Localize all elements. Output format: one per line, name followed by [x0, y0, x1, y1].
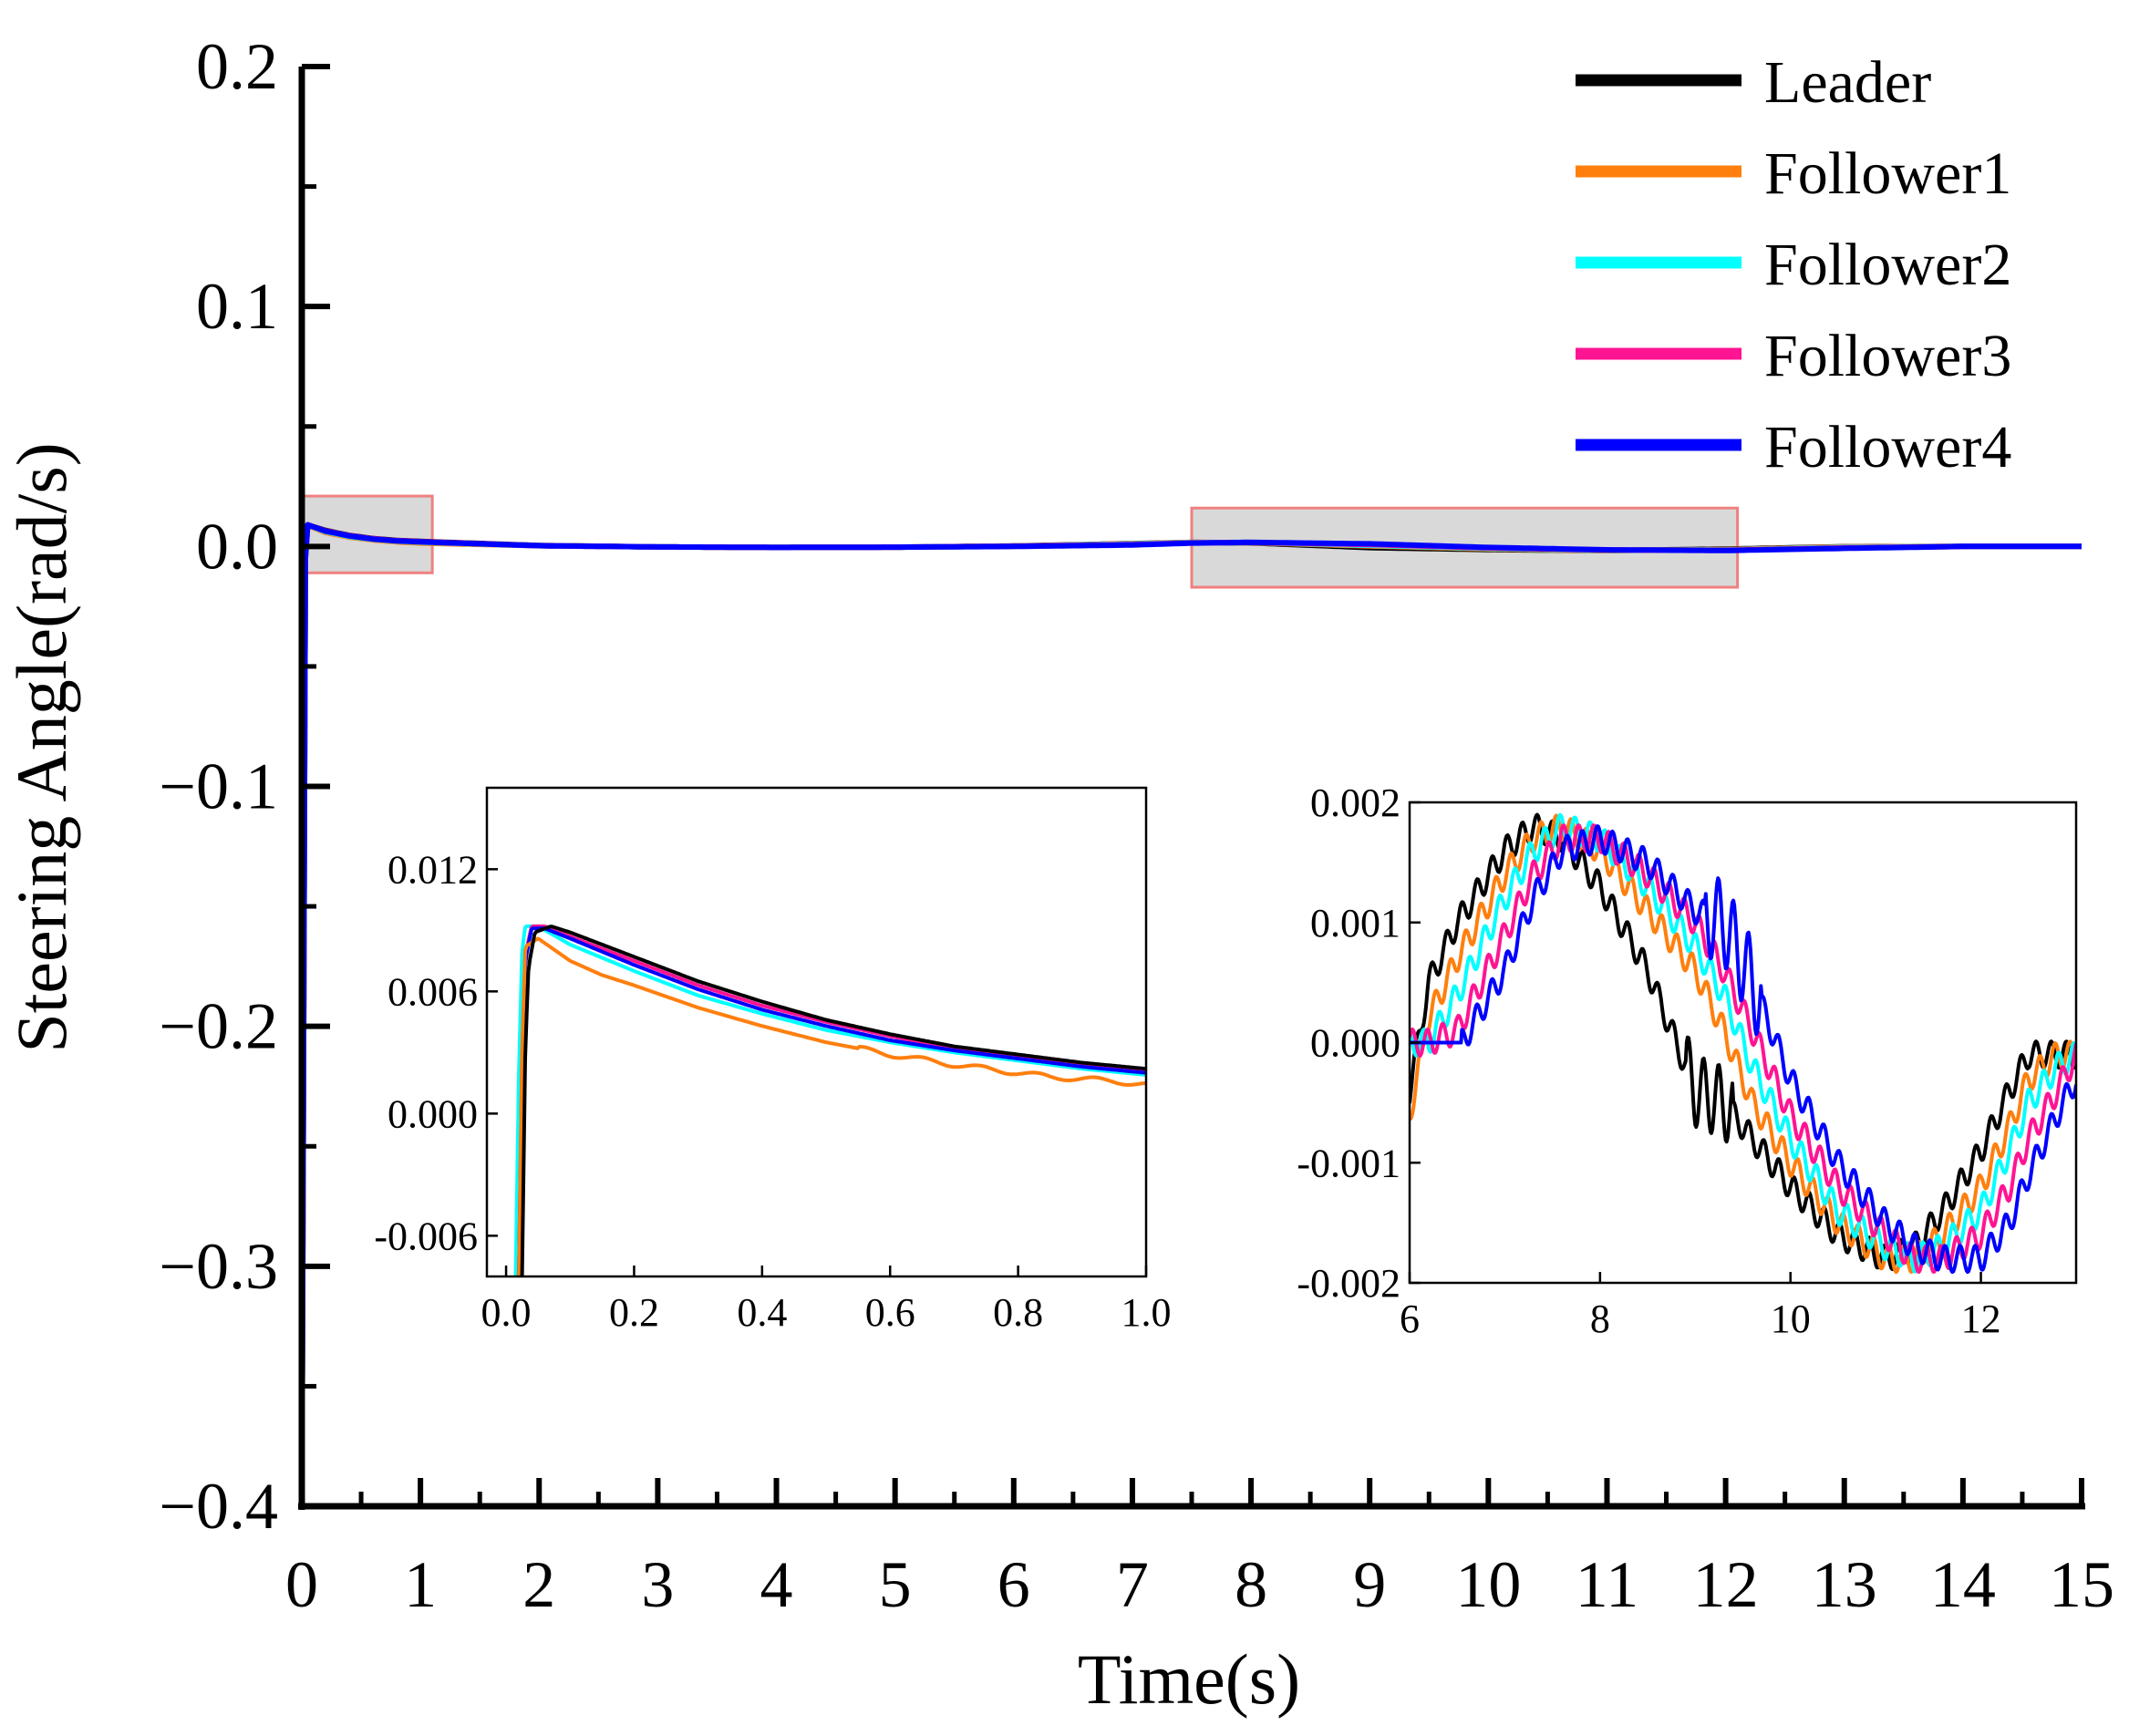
x-tick-label: 1 [404, 1548, 437, 1621]
legend-label: Follower2 [1764, 232, 2011, 298]
x-tick-label: 2 [522, 1548, 555, 1621]
x-tick-label: 14 [1930, 1548, 1996, 1621]
y-tick-label: 0.1 [196, 270, 278, 343]
inset-x-tick-label: 0.0 [481, 1290, 532, 1335]
y-tick-label: 0.0 [196, 510, 278, 583]
inset-x-tick-label: 6 [1400, 1297, 1420, 1341]
x-tick-label: 10 [1455, 1548, 1521, 1621]
x-tick-label: 4 [760, 1548, 793, 1621]
legend-label: Follower1 [1764, 140, 2011, 207]
inset-series-line-leader [520, 925, 1146, 1276]
inset-x-tick-label: 0.8 [993, 1290, 1043, 1335]
legend-item-follower4: Follower4 [1576, 414, 2011, 480]
inset-series-line-follower3 [517, 924, 1146, 1276]
inset-series-line-leader [1410, 812, 2076, 1271]
legend-item-leader: Leader [1576, 49, 1931, 116]
legend-item-follower1: Follower1 [1576, 140, 2011, 207]
y-tick-label: −0.3 [159, 1230, 278, 1303]
x-tick-label: 12 [1693, 1548, 1759, 1621]
inset-series-line-follower4 [517, 926, 1146, 1276]
inset-series-line-follower1 [517, 936, 1146, 1276]
x-tick-label: 15 [2049, 1548, 2114, 1621]
inset-x-tick-label: 0.2 [609, 1290, 659, 1335]
x-tick-label: 13 [1812, 1548, 1877, 1621]
inset-x-tick-label: 1.0 [1121, 1290, 1172, 1335]
inset-x-tick-label: 0.6 [865, 1290, 915, 1335]
inset-x-tick-label: 8 [1590, 1297, 1610, 1341]
zoom-region-box-1 [300, 494, 434, 574]
y-tick-label: 0.2 [196, 30, 278, 103]
y-tick-label: −0.2 [159, 990, 278, 1063]
inset-y-tick-label: 0.000 [388, 1091, 478, 1136]
series-line-follower4 [301, 522, 2082, 1507]
inset-series-group [513, 924, 1146, 1276]
inset-background [487, 788, 1146, 1276]
x-tick-label: 0 [285, 1548, 318, 1621]
x-tick-label: 6 [997, 1548, 1030, 1621]
y-axis-title: Steering Angle(rad/s) [2, 442, 81, 1052]
x-tick-label: 5 [879, 1548, 912, 1621]
inset-series-line-follower4 [1410, 824, 2076, 1275]
inset-y-tick-label: -0.001 [1297, 1141, 1400, 1185]
inset-x-tick-label: 0.4 [737, 1290, 787, 1335]
inset-y-tick-label: -0.002 [1297, 1261, 1400, 1306]
x-tick-label: 8 [1235, 1548, 1267, 1621]
inset-series-group [1410, 812, 2076, 1275]
inset-series-line-follower2 [1410, 812, 2076, 1274]
inset-series-line-follower2 [513, 924, 1146, 1276]
legend-label: Leader [1764, 49, 1931, 116]
y-tick-label: −0.1 [159, 750, 278, 823]
inset-y-tick-label: 0.000 [1310, 1021, 1400, 1066]
legend-item-follower2: Follower2 [1576, 232, 2011, 298]
inset-frame [485, 786, 1148, 1278]
x-tick-label: 11 [1576, 1548, 1638, 1621]
x-tick-label: 7 [1116, 1548, 1149, 1621]
x-tick-label: 3 [641, 1548, 674, 1621]
legend-label: Follower3 [1764, 323, 2011, 389]
legend-label: Follower4 [1764, 414, 2011, 480]
inset-y-tick-label: 0.002 [1310, 780, 1400, 825]
inset-y-tick-label: 0.012 [388, 847, 478, 892]
x-axis-title: Time(s) [1078, 1639, 1300, 1719]
inset-x-tick-label: 10 [1771, 1297, 1811, 1341]
inset-series-line-follower1 [1410, 813, 2076, 1275]
inset-y-tick-label: 0.006 [388, 969, 478, 1014]
y-tick-label: −0.4 [159, 1470, 278, 1543]
legend-item-follower3: Follower3 [1576, 323, 2011, 389]
x-tick-label: 9 [1353, 1548, 1386, 1621]
inset-y-tick-label: -0.006 [374, 1214, 478, 1258]
inset-y-tick-label: 0.001 [1310, 901, 1400, 946]
inset-x-tick-label: 12 [1961, 1297, 2001, 1341]
